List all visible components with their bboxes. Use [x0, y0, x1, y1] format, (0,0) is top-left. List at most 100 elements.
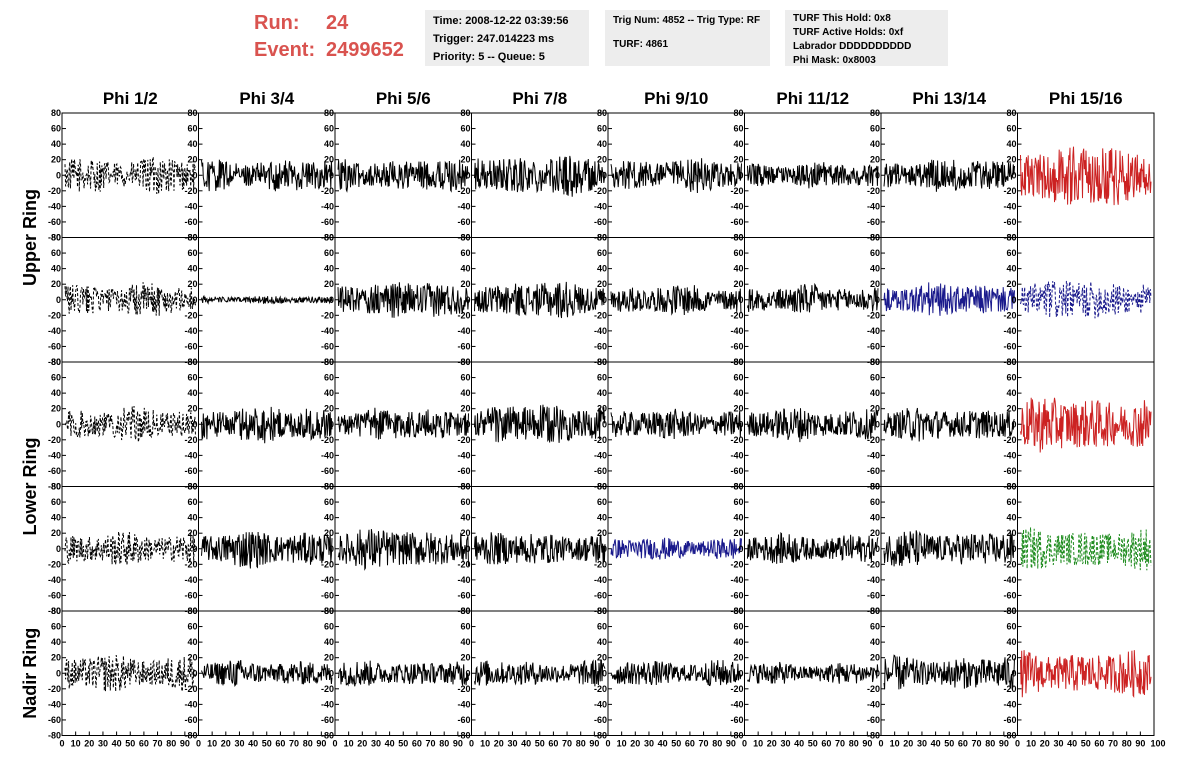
- y-tick-label: -20: [867, 559, 880, 569]
- y-tick-label: 40: [870, 637, 880, 647]
- y-tick-label: 0: [465, 295, 470, 305]
- x-tick-label: 20: [1040, 739, 1050, 749]
- y-tick-label: 0: [1011, 544, 1016, 554]
- x-tick-label: 70: [972, 739, 982, 749]
- y-tick-label: 60: [870, 497, 880, 507]
- y-tick-label: -60: [48, 715, 61, 725]
- x-tick-label: 80: [439, 739, 449, 749]
- y-tick-label: -20: [184, 435, 197, 445]
- y-tick-label: 80: [51, 233, 61, 243]
- y-tick-label: -40: [457, 699, 470, 709]
- y-tick-label: -20: [594, 684, 607, 694]
- y-tick-label: 40: [187, 637, 197, 647]
- trig-num-box: Trig Num: 4852 -- Trig Type: RF TURF: 48…: [605, 10, 770, 66]
- phi-mask-line: Phi Mask: 0x8003: [793, 55, 876, 66]
- y-tick-label: -60: [48, 590, 61, 600]
- y-tick-label: 80: [597, 482, 607, 492]
- y-tick-label: 60: [870, 373, 880, 383]
- y-tick-label: 0: [465, 419, 470, 429]
- y-tick-label: 80: [324, 357, 334, 367]
- turf-active-line: TURF Active Holds: 0xf: [793, 27, 904, 38]
- y-tick-label: 20: [870, 653, 880, 663]
- x-tick-label: 0: [1015, 739, 1020, 749]
- y-tick-label: 80: [324, 108, 334, 118]
- y-tick-label: -60: [321, 341, 334, 351]
- trig-num-line: Trig Num: 4852 -- Trig Type: RF: [613, 15, 761, 26]
- y-tick-label: 20: [733, 155, 743, 165]
- y-tick-label: -20: [48, 186, 61, 196]
- y-tick-label: 60: [870, 622, 880, 632]
- y-tick-label: 60: [460, 373, 470, 383]
- y-tick-label: 80: [870, 233, 880, 243]
- x-tick-label: 20: [494, 739, 504, 749]
- y-tick-label: 60: [324, 622, 334, 632]
- y-tick-label: -40: [184, 575, 197, 585]
- y-tick-label: 0: [738, 419, 743, 429]
- x-tick-label: 80: [303, 739, 313, 749]
- y-tick-label: 20: [460, 653, 470, 663]
- y-tick-label: -20: [867, 684, 880, 694]
- y-tick-label: 20: [187, 653, 197, 663]
- waveform-trace: [474, 532, 606, 565]
- y-tick-label: 0: [465, 668, 470, 678]
- y-tick-label: 60: [187, 622, 197, 632]
- y-tick-label: 40: [597, 637, 607, 647]
- run-value: 24: [326, 12, 349, 34]
- y-tick-label: 80: [187, 357, 197, 367]
- x-tick-label: 50: [671, 739, 681, 749]
- y-tick-label: -60: [594, 715, 607, 725]
- x-tick-label: 90: [1135, 739, 1145, 749]
- y-tick-label: -40: [184, 450, 197, 460]
- y-tick-label: 20: [324, 279, 334, 289]
- y-tick-label: -60: [730, 466, 743, 476]
- y-tick-label: -60: [457, 341, 470, 351]
- waveform-trace: [747, 282, 879, 313]
- x-tick-label: 10: [1026, 739, 1036, 749]
- y-tick-label: 60: [51, 497, 61, 507]
- y-tick-label: 60: [733, 124, 743, 134]
- y-tick-label: 40: [187, 139, 197, 149]
- y-tick-label: 20: [597, 279, 607, 289]
- y-tick-label: 60: [597, 497, 607, 507]
- waveform-trace: [64, 531, 196, 566]
- y-tick-label: -40: [1003, 450, 1016, 460]
- y-tick-label: 40: [324, 264, 334, 274]
- y-tick-label: 40: [460, 388, 470, 398]
- x-tick-label: 80: [576, 739, 586, 749]
- y-tick-label: -60: [594, 590, 607, 600]
- x-tick-label: 90: [589, 739, 599, 749]
- x-tick-label: 30: [780, 739, 790, 749]
- y-tick-label: -40: [730, 450, 743, 460]
- waveform-trace: [883, 282, 1015, 316]
- y-tick-label: -20: [1003, 684, 1016, 694]
- y-tick-label: 40: [460, 637, 470, 647]
- y-tick-label: -20: [321, 559, 334, 569]
- y-tick-label: 0: [1011, 668, 1016, 678]
- y-tick-label: 0: [602, 668, 607, 678]
- y-tick-label: 20: [187, 279, 197, 289]
- y-tick-label: -20: [730, 310, 743, 320]
- labrador-line: Labrador DDDDDDDDDD: [793, 41, 912, 52]
- y-tick-label: -40: [867, 575, 880, 585]
- y-tick-label: 20: [187, 155, 197, 165]
- y-tick-label: 40: [460, 513, 470, 523]
- y-tick-label: 40: [187, 388, 197, 398]
- x-tick-label: 50: [262, 739, 272, 749]
- waveform-trace: [1020, 280, 1152, 319]
- y-tick-label: -60: [457, 217, 470, 227]
- y-tick-label: 40: [460, 139, 470, 149]
- y-tick-label: -60: [1003, 466, 1016, 476]
- y-tick-label: -60: [184, 341, 197, 351]
- y-tick-label: 40: [324, 388, 334, 398]
- x-tick-label: 10: [617, 739, 627, 749]
